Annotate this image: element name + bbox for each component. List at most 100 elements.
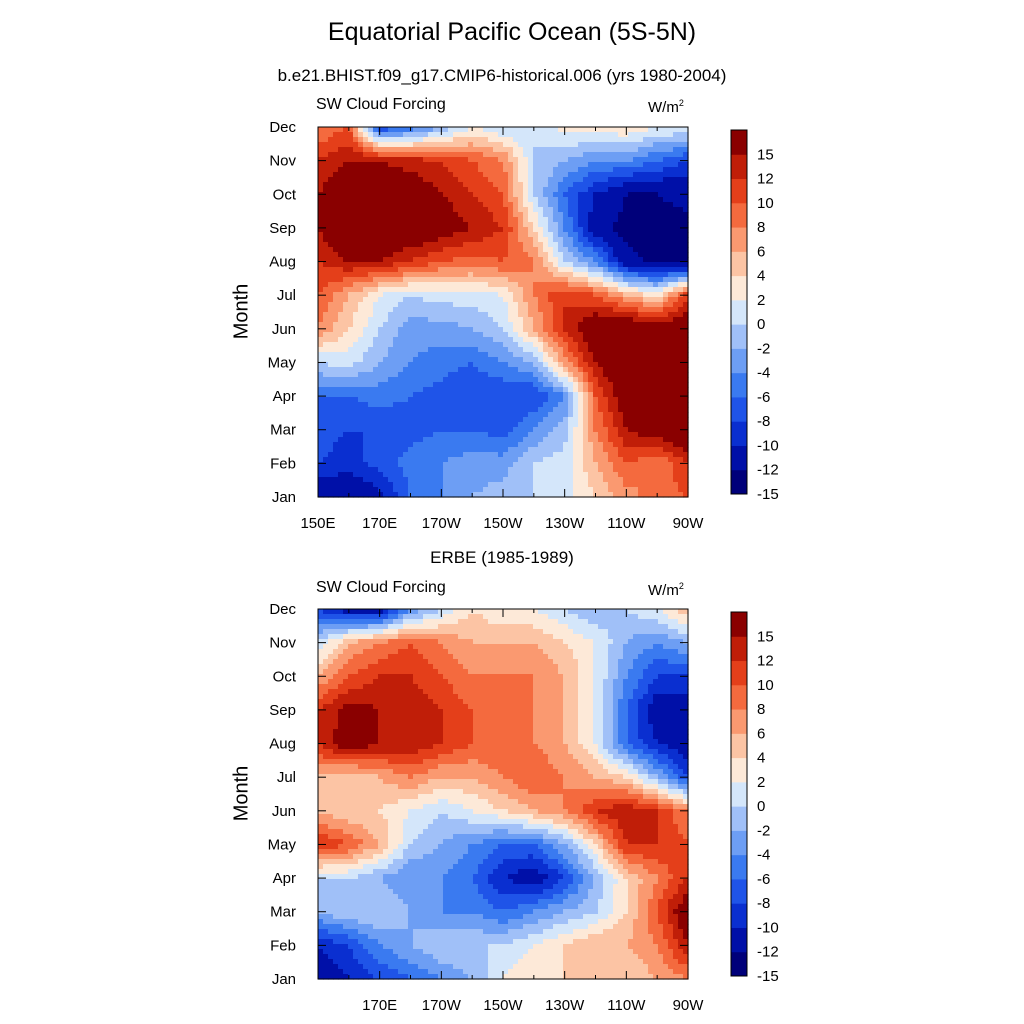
heatmap-cell (663, 412, 669, 418)
heatmap-cell (343, 407, 349, 413)
heatmap-cell (573, 207, 579, 213)
heatmap-cell (523, 262, 529, 268)
heatmap-cell (588, 152, 594, 158)
heatmap-cell (378, 127, 384, 133)
heatmap-cell (653, 247, 659, 253)
heatmap-cell (563, 232, 569, 238)
heatmap-cell (368, 422, 374, 428)
heatmap-cell (523, 337, 529, 343)
heatmap-cell (443, 362, 449, 368)
heatmap-cell (668, 377, 674, 383)
heatmap-cell (438, 252, 444, 258)
heatmap-cell (438, 457, 444, 463)
heatmap-cell (533, 252, 539, 258)
heatmap-cell (468, 287, 474, 293)
heatmap-cell (443, 207, 449, 213)
heatmap-cell (533, 407, 539, 413)
heatmap-cell (503, 182, 509, 188)
heatmap-cell (438, 137, 444, 143)
heatmap-cell (443, 182, 449, 188)
heatmap-cell (343, 247, 349, 253)
heatmap-cell (528, 267, 534, 273)
heatmap-cell (493, 302, 499, 308)
heatmap-cell (508, 452, 514, 458)
heatmap-cell (323, 322, 329, 328)
heatmap-cell (413, 447, 419, 453)
heatmap-cell (568, 282, 574, 288)
heatmap-cell (408, 447, 414, 453)
heatmap-cell (358, 187, 364, 193)
heatmap-cell (443, 292, 449, 298)
heatmap-cell (343, 427, 349, 433)
heatmap-cell (498, 167, 504, 173)
heatmap-cell (363, 442, 369, 448)
heatmap-cell (543, 207, 549, 213)
heatmap-cell (423, 137, 429, 143)
heatmap-cell (408, 382, 414, 388)
heatmap-cell (678, 202, 684, 208)
heatmap-cell (518, 432, 524, 438)
heatmap-cell (428, 352, 434, 358)
heatmap-cell (663, 337, 669, 343)
heatmap-cell (653, 302, 659, 308)
heatmap-cell (618, 317, 624, 323)
heatmap-cell (633, 252, 639, 258)
heatmap-cell (608, 232, 614, 238)
heatmap-cell (363, 272, 369, 278)
heatmap-cell (633, 137, 639, 143)
heatmap-cell (358, 247, 364, 253)
heatmap-cell (543, 262, 549, 268)
heatmap-cell (423, 357, 429, 363)
heatmap-cell (578, 182, 584, 188)
heatmap-cell (543, 177, 549, 183)
heatmap-cell (533, 282, 539, 288)
heatmap-cell (438, 217, 444, 223)
heatmap-cell (673, 292, 679, 298)
heatmap-cell (343, 402, 349, 408)
heatmap-cell (378, 232, 384, 238)
heatmap-cell (548, 207, 554, 213)
heatmap-cell (363, 427, 369, 433)
heatmap-cell (328, 442, 334, 448)
heatmap-cell (488, 422, 494, 428)
heatmap-cell (528, 232, 534, 238)
heatmap-cell (318, 377, 324, 383)
heatmap-cell (593, 417, 599, 423)
heatmap-cell (388, 162, 394, 168)
heatmap-cell (418, 417, 424, 423)
heatmap-cell (553, 167, 559, 173)
heatmap-cell (408, 407, 414, 413)
heatmap-cell (503, 392, 509, 398)
heatmap-cell (353, 127, 359, 133)
heatmap-cell (558, 272, 564, 278)
heatmap-cell (428, 232, 434, 238)
heatmap-cell (458, 457, 464, 463)
heatmap-cell (383, 197, 389, 203)
heatmap-cell (323, 192, 329, 198)
heatmap-cell (643, 422, 649, 428)
heatmap-cell (613, 377, 619, 383)
heatmap-cell (663, 152, 669, 158)
heatmap-cell (633, 407, 639, 413)
heatmap-cell (398, 427, 404, 433)
heatmap-cell (433, 227, 439, 233)
heatmap-cell (613, 432, 619, 438)
heatmap-cell (353, 242, 359, 248)
heatmap-cell (603, 262, 609, 268)
heatmap-cell (568, 207, 574, 213)
heatmap-cell (578, 317, 584, 323)
heatmap-cell (348, 277, 354, 283)
heatmap-cell (588, 187, 594, 193)
heatmap-cell (628, 362, 634, 368)
heatmap-cell (448, 342, 454, 348)
heatmap-cell (573, 387, 579, 393)
heatmap-cell (618, 132, 624, 138)
heatmap-cell (408, 232, 414, 238)
heatmap-cell (673, 367, 679, 373)
heatmap-cell (633, 277, 639, 283)
heatmap-cell (383, 327, 389, 333)
heatmap-cell (593, 407, 599, 413)
heatmap-cell (553, 212, 559, 218)
heatmap-cell (543, 227, 549, 233)
heatmap-cell (598, 332, 604, 338)
